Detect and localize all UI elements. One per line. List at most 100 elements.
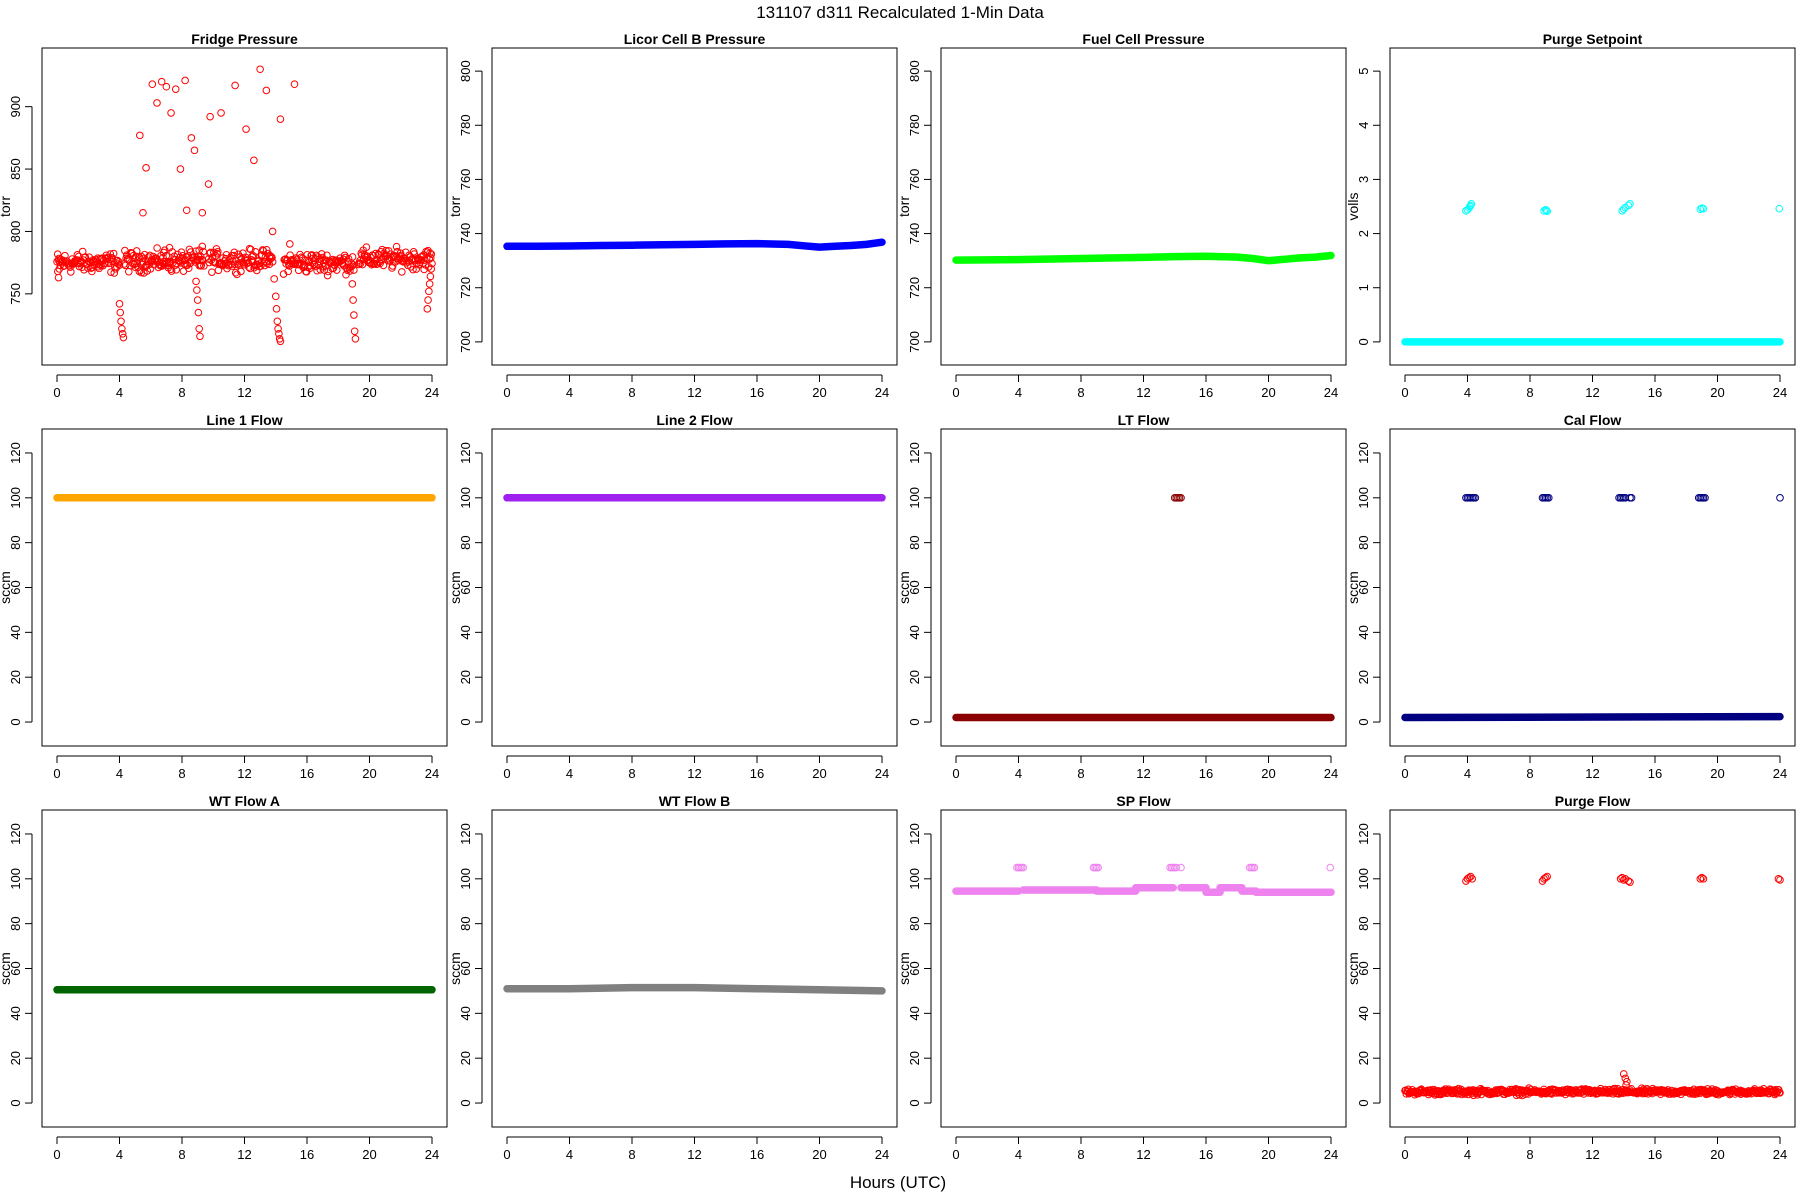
data-point: [181, 76, 189, 85]
series-2: [1170, 494, 1185, 502]
panel-line-1-flow: Line 1 Flow 0 4 8 12 16 20 24 0 20 40 60 80 100 120 scc…: [0, 412, 448, 781]
data-point: [162, 251, 171, 260]
data-point: [1626, 199, 1634, 208]
data-point: [350, 266, 358, 274]
x-tick-label: 16: [1648, 1147, 1662, 1162]
data-point: [200, 262, 208, 270]
data-point: [179, 252, 187, 260]
data-point: [258, 246, 267, 254]
data-point: [1543, 872, 1551, 881]
y-tick-label: 80: [1356, 916, 1371, 930]
x-tick-label: 20: [812, 1147, 826, 1162]
x-tick-label: 16: [1199, 1147, 1213, 1162]
x-tick-label: 8: [1526, 1147, 1533, 1162]
panel-title: Purge Setpoint: [1543, 31, 1643, 47]
series-1: [952, 251, 1335, 265]
y-tick-label: 120: [8, 442, 23, 464]
data-point: [167, 267, 176, 275]
x-tick-label: 12: [1136, 766, 1150, 781]
panel-lt-flow: LT Flow 0 4 8 12 16 20 24 0 20 40 60 80 100 120 sccm: [896, 412, 1347, 781]
y-tick-label: 720: [458, 277, 473, 299]
data-point: [392, 242, 401, 251]
x-tick-label: 4: [1015, 385, 1022, 400]
data-point: [1624, 877, 1633, 885]
data-point: [247, 245, 255, 254]
y-tick-label: 40: [907, 625, 922, 639]
data-point: [341, 253, 350, 262]
x-tick-label: 12: [1585, 385, 1599, 400]
panel-fuel-cell-pressure: Fuel Cell Pressure 0 4 8 12 16 20 24 700 720 740 76…: [896, 31, 1347, 400]
panel-line-2-flow: Line 2 Flow 0 4 8 12 16 20 24 0 20 40 60 80 100 120 scc…: [447, 412, 898, 781]
data-point: [427, 265, 436, 273]
x-tick-label: 16: [1648, 766, 1662, 781]
x-tick-label: 8: [1526, 385, 1533, 400]
y-tick-label: 60: [8, 580, 23, 594]
x-tick-label: 4: [566, 1147, 573, 1162]
figure-title: 131107 d311 Recalculated 1-Min Data: [756, 3, 1044, 22]
y-tick-label: 0: [458, 1099, 473, 1106]
data-point: [161, 257, 170, 266]
data-point: [198, 242, 207, 251]
y-tick-label: 20: [907, 670, 922, 684]
x-tick-label: 20: [1710, 385, 1724, 400]
data-point: [171, 85, 180, 94]
data-point: [425, 280, 434, 288]
data-point: [208, 268, 216, 276]
panel-fridge-pressure: Fridge Pressure 0 4 8 12 16 20 24 750 800 850 900 to…: [0, 31, 448, 400]
data-point: [344, 254, 353, 263]
data-point: [317, 250, 326, 258]
x-tick-label: 12: [687, 766, 701, 781]
y-tick-label: 80: [8, 535, 23, 549]
data-point: [1619, 205, 1628, 214]
y-tick-label: 20: [458, 1051, 473, 1065]
x-tick-label: 4: [1464, 766, 1471, 781]
y-tick-label: 5: [1356, 68, 1371, 75]
panel-title: WT Flow A: [209, 793, 280, 809]
x-tick-label: 24: [875, 385, 889, 400]
x-tick-label: 24: [1773, 766, 1787, 781]
data-point: [249, 252, 258, 260]
y-tick-label: 3: [1356, 176, 1371, 183]
data-point: [1019, 863, 1027, 872]
data-point: [428, 259, 436, 268]
x-tick-label: 20: [1710, 766, 1724, 781]
data-point: [379, 261, 388, 270]
data-point: [113, 256, 122, 265]
data-point: [1696, 205, 1705, 214]
data-point: [182, 206, 191, 215]
x-tick-label: 16: [300, 1147, 314, 1162]
data-point: [286, 251, 294, 259]
data-point: [245, 244, 254, 253]
y-tick-label: 120: [1356, 823, 1371, 845]
data-point: [118, 324, 126, 333]
y-tick-label: 700: [458, 331, 473, 353]
data-point: [115, 300, 124, 308]
data-point: [194, 308, 203, 317]
x-tick-label: 24: [1324, 385, 1338, 400]
x-tick-label: 20: [1261, 385, 1275, 400]
x-tick-label: 12: [237, 1147, 251, 1162]
y-tick-label: 100: [1356, 868, 1371, 890]
x-tick-label: 8: [1077, 1147, 1084, 1162]
panel-title: Fridge Pressure: [191, 31, 298, 47]
data-point: [73, 251, 82, 259]
panel-title: Purge Flow: [1555, 793, 1631, 809]
y-tick-label: 0: [1356, 338, 1371, 345]
y-tick-label: 120: [458, 823, 473, 845]
data-point: [412, 265, 421, 273]
plot-frame: [41, 428, 448, 747]
data-point: [153, 244, 161, 252]
data-point: [115, 258, 123, 266]
y-tick-label: 800: [458, 60, 473, 82]
data-point: [1468, 875, 1476, 883]
data-point: [398, 268, 406, 276]
y-tick-label: 40: [458, 1006, 473, 1020]
panel-title: Licor Cell B Pressure: [624, 31, 766, 47]
data-point: [115, 261, 124, 269]
series-2: [1462, 494, 1784, 502]
data-point: [423, 305, 432, 313]
x-tick-label: 20: [812, 766, 826, 781]
data-point: [317, 255, 325, 263]
data-point: [268, 227, 277, 236]
data-point: [413, 259, 421, 268]
